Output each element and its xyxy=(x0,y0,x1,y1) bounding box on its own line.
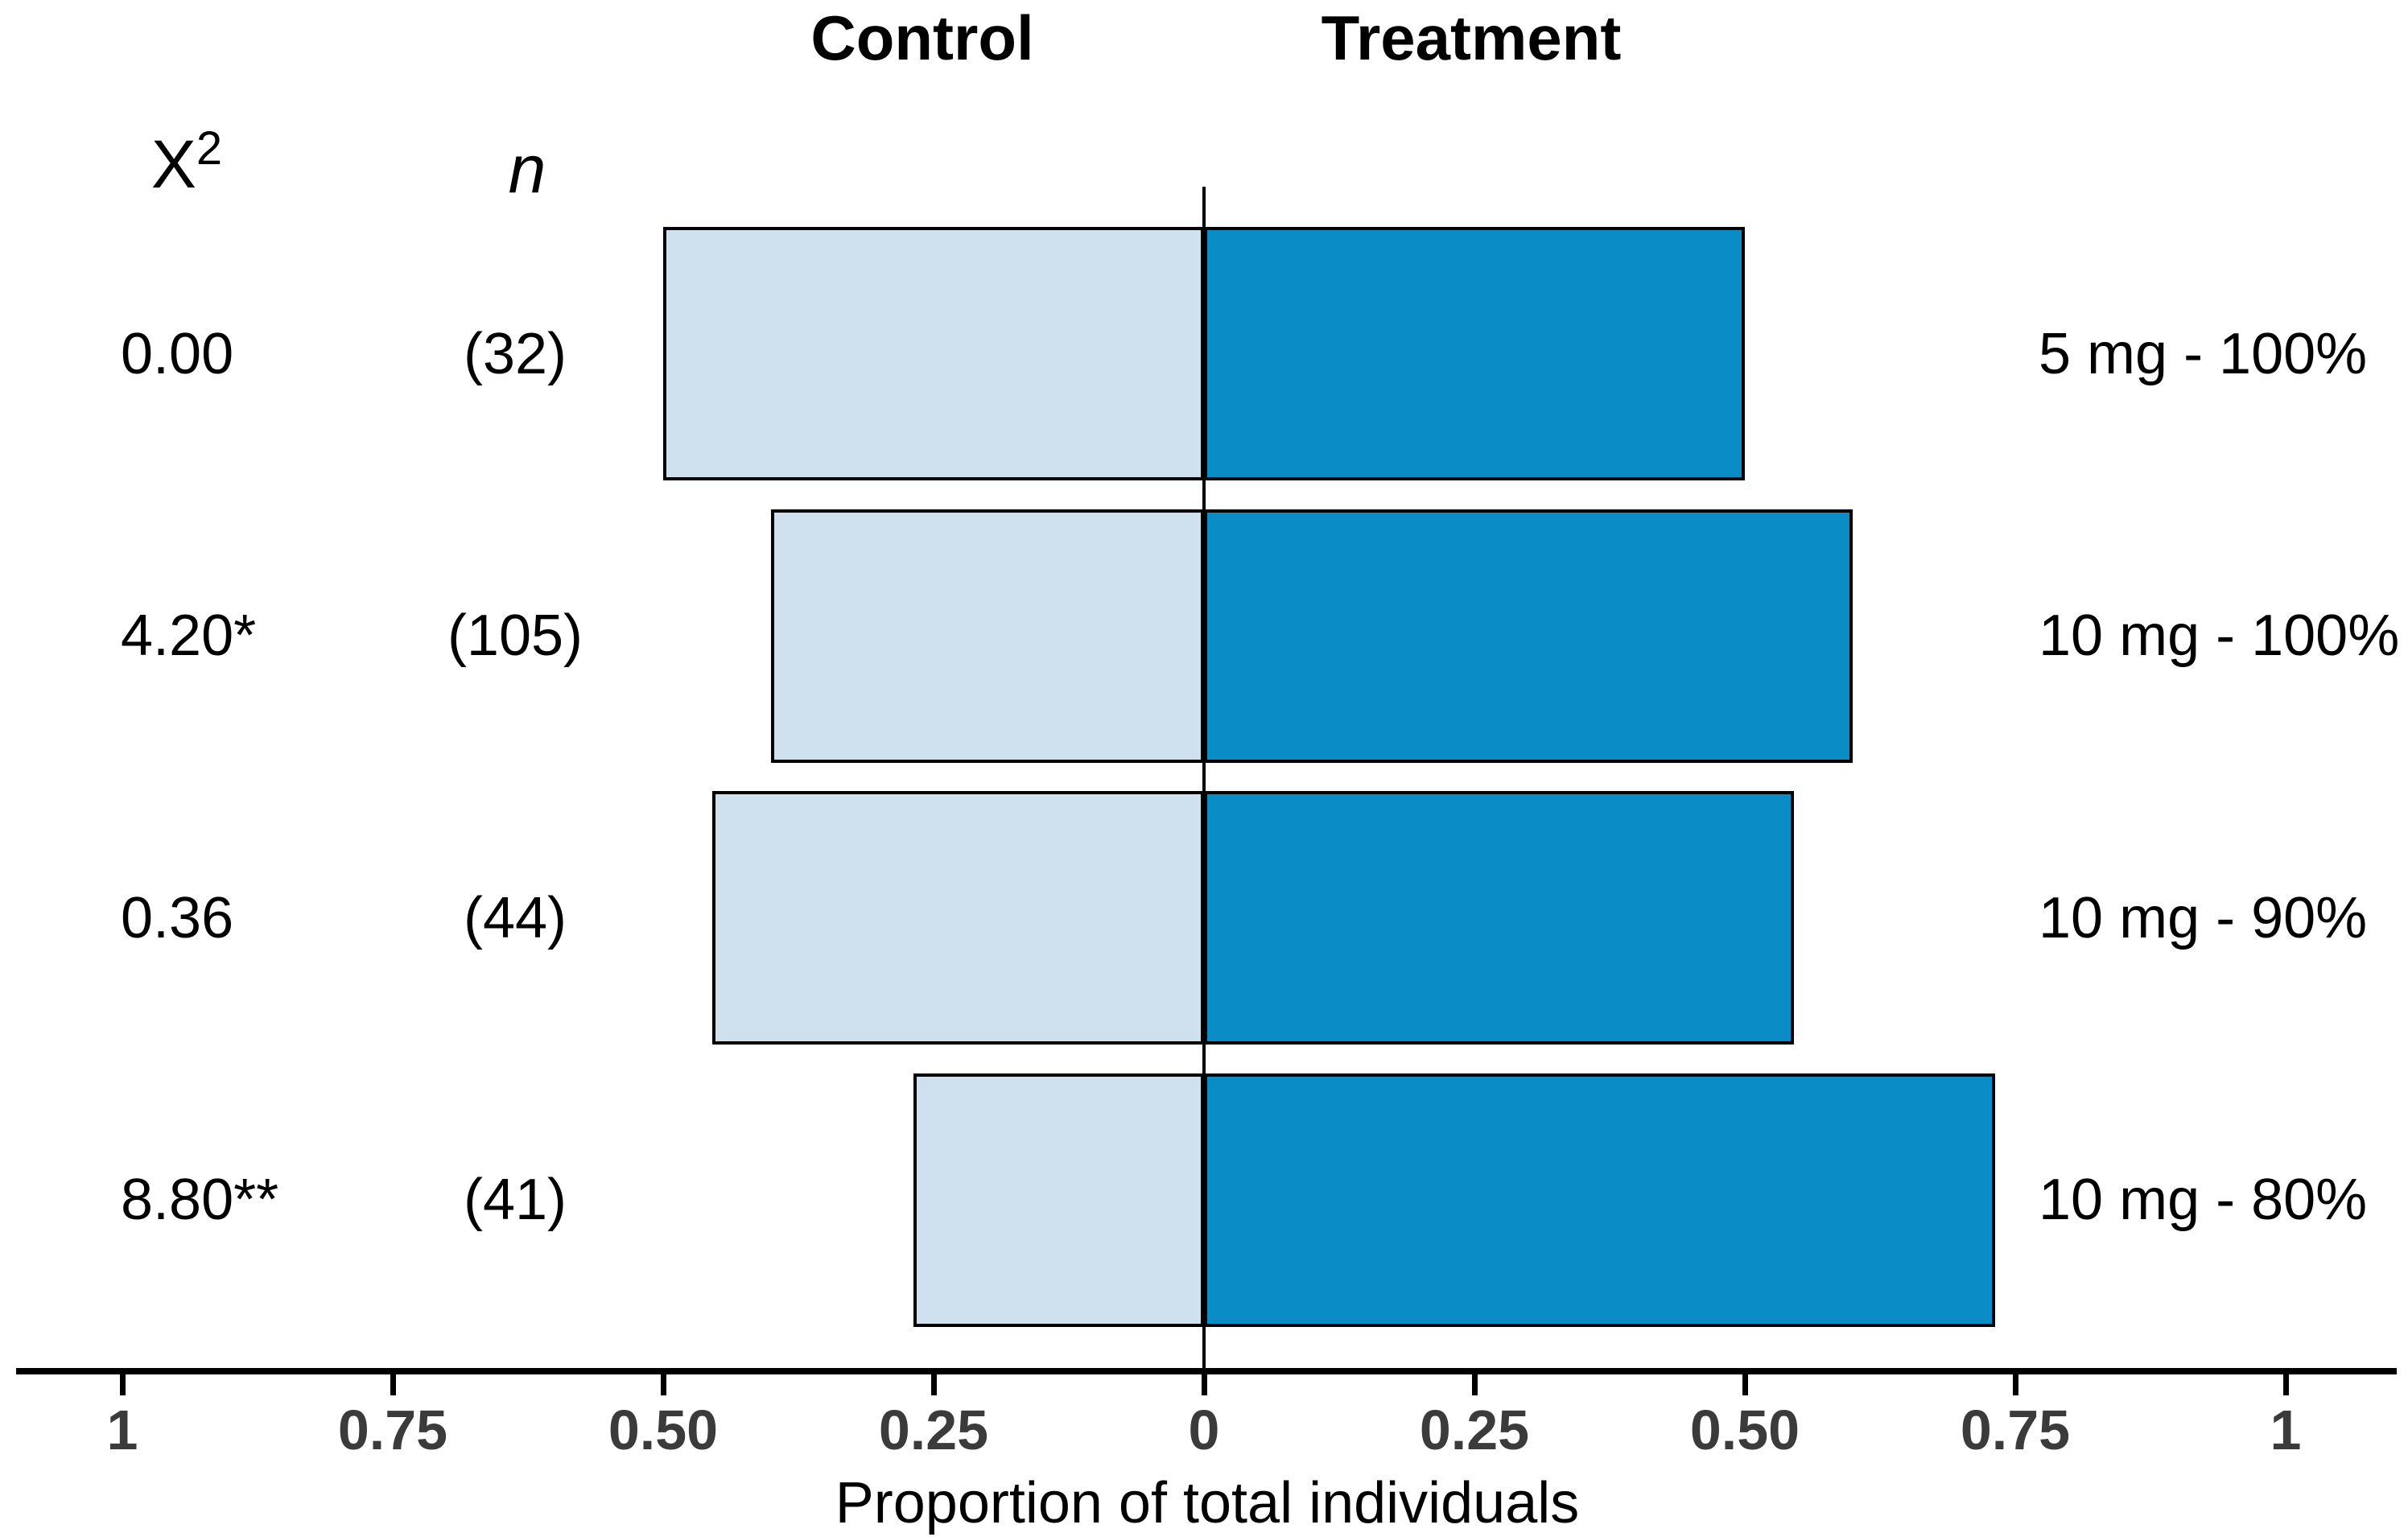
chi-square-value: 4.20* xyxy=(121,604,257,668)
x-axis-tick-mark xyxy=(2282,1374,2289,1395)
n-value: (44) xyxy=(463,885,567,950)
treatment-bar-row-1 xyxy=(1204,227,1745,480)
x-axis-tick-label: 0.50 xyxy=(608,1399,719,1461)
n-value: (105) xyxy=(447,604,583,668)
row-label: 10 mg - 80% xyxy=(2039,1168,2368,1232)
chi-square-symbol: X xyxy=(150,126,196,202)
row-label: 10 mg - 90% xyxy=(2039,885,2368,950)
x-axis-tick-mark xyxy=(660,1374,666,1395)
x-axis-tick-label: 0.50 xyxy=(1689,1399,1800,1461)
control-column-header: Control xyxy=(810,2,1034,73)
x-axis-tick-label: 1 xyxy=(2270,1399,2302,1461)
treatment-bar-row-4 xyxy=(1204,1073,1996,1327)
x-axis-tick-label: 0.25 xyxy=(878,1399,989,1461)
x-axis-tick-label: 0.25 xyxy=(1419,1399,1530,1461)
x-axis-tick-label: 0.75 xyxy=(337,1399,448,1461)
chi-square-value: 8.80** xyxy=(121,1168,279,1232)
x-axis-tick-mark xyxy=(390,1374,396,1395)
x-axis-tick-mark xyxy=(1742,1374,1748,1395)
x-axis-tick-label: 0.75 xyxy=(1960,1399,2071,1461)
n-value: (32) xyxy=(463,321,567,386)
treatment-bar-row-2 xyxy=(1204,509,1853,763)
control-bar-row-2 xyxy=(771,509,1204,763)
treatment-column-header: Treatment xyxy=(1321,2,1622,73)
x-axis-title: Proportion of total individuals xyxy=(835,1471,1580,1535)
x-axis-tick-mark xyxy=(119,1374,126,1395)
x-axis-tick-mark xyxy=(2012,1374,2018,1395)
row-label: 5 mg - 100% xyxy=(2039,321,2368,386)
row-label: 10 mg - 100% xyxy=(2039,604,2400,668)
x-axis-tick-label: 1 xyxy=(106,1399,138,1461)
control-bar-row-1 xyxy=(663,227,1204,480)
control-bar-row-3 xyxy=(712,791,1204,1045)
x-axis-line xyxy=(16,1368,2397,1374)
chi-square-exponent: 2 xyxy=(196,122,223,175)
x-axis-tick-mark xyxy=(1471,1374,1478,1395)
treatment-bar-row-3 xyxy=(1204,791,1795,1045)
zero-reference-line xyxy=(1202,187,1206,1371)
x-axis-tick-mark xyxy=(930,1374,937,1395)
chi-square-value: 0.36 xyxy=(121,885,234,950)
x-axis-tick-mark xyxy=(1201,1374,1207,1395)
n-column-header: n xyxy=(508,131,546,207)
x-axis-tick-label: 0 xyxy=(1188,1399,1220,1461)
chi-square-column-header: X2 xyxy=(151,126,222,199)
n-value: (41) xyxy=(463,1168,567,1232)
control-bar-row-4 xyxy=(913,1073,1204,1327)
chi-square-value: 0.00 xyxy=(121,321,234,386)
